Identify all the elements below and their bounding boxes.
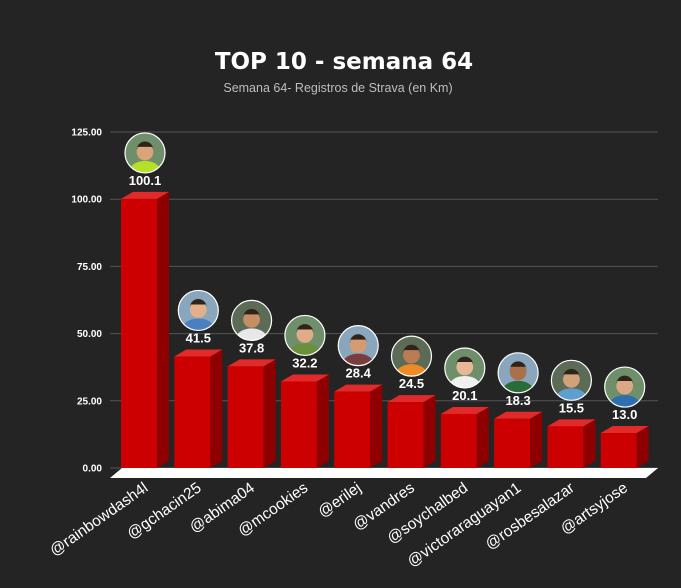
bar-side (316, 374, 329, 468)
chart-title: TOP 10 - semana 64 (215, 49, 473, 75)
bar-front (174, 356, 211, 468)
bar (227, 359, 276, 468)
y-tick-label: 75.00 (77, 262, 102, 273)
bar (600, 426, 649, 468)
avatar-icon (284, 314, 326, 357)
value-label: 18.3 (505, 393, 530, 408)
bar (547, 419, 596, 468)
avatar-icon (444, 347, 486, 389)
bar (280, 374, 329, 468)
bar-side (423, 395, 436, 468)
bar-side (157, 191, 169, 468)
bar-top (547, 419, 596, 427)
y-tick-label: 50.00 (77, 329, 102, 340)
avatar-icon (177, 289, 219, 332)
bar-front (387, 402, 424, 468)
bar-front (600, 433, 637, 468)
avatar-icon (604, 366, 646, 408)
value-label: 37.8 (239, 340, 264, 355)
bar-top (387, 395, 436, 403)
avatars (124, 132, 646, 408)
category-label: @rosbesalazar (482, 479, 577, 553)
bar-side (263, 359, 276, 468)
bar-top (227, 359, 276, 367)
bar-side (210, 349, 223, 468)
y-tick-label: 25.00 (77, 396, 102, 407)
bar-side (370, 384, 383, 468)
bar-top (280, 374, 329, 382)
bar-top (174, 349, 223, 357)
avatar-icon (124, 132, 166, 174)
bar-side (476, 406, 489, 468)
bar (174, 349, 223, 468)
bar-top (334, 384, 383, 392)
y-tick-label: 0.00 (83, 464, 103, 475)
bar-front (440, 413, 477, 468)
bar-top (494, 411, 543, 419)
avatar-icon (497, 352, 539, 394)
chart-subtitle: Semana 64- Registros de Strava (en Km) (223, 81, 452, 95)
value-label: 24.5 (399, 376, 424, 391)
value-label: 13.0 (612, 407, 637, 422)
bar-front (547, 426, 584, 468)
bar-front (121, 198, 157, 468)
category-label: @rainbowdash4l (47, 479, 152, 559)
bar-front (334, 391, 371, 468)
avatar-icon (337, 325, 379, 367)
category-labels: @rainbowdash4l@gchacin25@abima04@mcookie… (47, 479, 631, 570)
value-label: 32.2 (292, 355, 317, 370)
bar (387, 395, 436, 468)
value-label: 100.1 (129, 173, 162, 188)
chart-floor (110, 468, 658, 478)
bar-side (583, 419, 596, 468)
bar (334, 384, 383, 468)
chart-floor-plane (110, 468, 658, 478)
value-labels: 100.1 41.5 37.8 32.2 28.4 24.5 20.1 18.3 15.5 13.… (129, 173, 638, 422)
value-label: 15.5 (559, 400, 584, 415)
grid: 0.00 25.00 50.00 75.00 100.00 125.00 (71, 128, 658, 475)
y-tick-label: 100.00 (71, 195, 102, 206)
value-label: 41.5 (186, 330, 211, 345)
bar-front (494, 418, 531, 468)
bar (440, 406, 489, 468)
bar-side (636, 426, 649, 468)
avatar-icon (231, 299, 273, 341)
bar-top (121, 191, 169, 199)
y-tick-label: 125.00 (71, 128, 102, 139)
bar-front (280, 381, 317, 468)
value-label: 28.4 (346, 366, 372, 381)
bar (121, 191, 169, 468)
avatar-icon (390, 335, 433, 377)
bar (494, 411, 543, 468)
avatar-icon (550, 359, 593, 401)
bar-top (600, 426, 649, 434)
bars (121, 191, 649, 468)
bar-top (440, 406, 489, 414)
bar-front (227, 366, 264, 468)
value-label: 20.1 (452, 388, 477, 403)
bar-side (530, 411, 543, 468)
